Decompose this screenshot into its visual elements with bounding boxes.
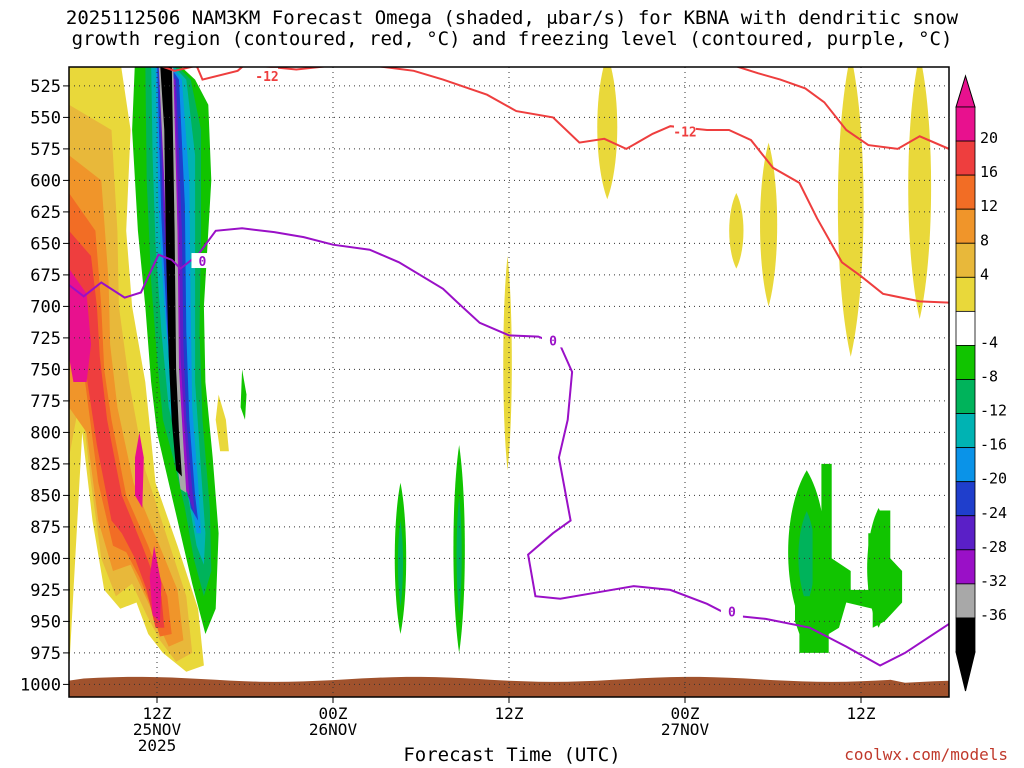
y-tick-label-825: 825 (30, 455, 61, 475)
y-tick-label-725: 725 (30, 329, 61, 349)
colorbar-label-12: -32 (980, 572, 1007, 590)
y-tick-label-775: 775 (30, 392, 61, 412)
omega-cell-0 (597, 67, 618, 200)
x-tick-label-3-1: 27NOV (661, 720, 710, 739)
dgz-label-2-bg (674, 123, 696, 139)
colorbar-top-arrow (955, 74, 976, 108)
x-tick-label-1-0: 00Z (319, 704, 348, 723)
colorbar-swatch-10 (955, 447, 976, 483)
dgz-label-2: -12 (673, 125, 696, 140)
omega-cell-core-6 (397, 520, 404, 607)
colorbar-swatch-4 (955, 242, 976, 278)
dgz-label-1: -12 (255, 70, 278, 85)
omega-cell-3 (760, 142, 778, 307)
colorbar-label-9: -20 (980, 470, 1007, 488)
watermark-text: coolwx.com/models (844, 745, 1008, 764)
dgz-contour-line (160, 67, 949, 304)
colorbar-swatch-9 (955, 413, 976, 449)
y-tick-label-800: 800 (30, 423, 61, 443)
colorbar-label-7: -12 (980, 402, 1007, 420)
omega-region-6 (149, 545, 162, 622)
freezing-label-3-bg (720, 603, 743, 619)
colorbar-swatch-6 (955, 310, 976, 346)
omega-block-region (795, 463, 903, 653)
colorbar-swatch-8 (955, 379, 976, 414)
freezing-label-1: 0 (199, 255, 207, 270)
colorbar-label-5: -4 (980, 333, 998, 351)
colorbar-swatch-15 (955, 617, 976, 653)
x-tick-label-3-0: 00Z (671, 704, 700, 723)
colorbar-label-4: 4 (980, 265, 989, 283)
y-tick-label-525: 525 (30, 77, 61, 97)
colorbar-swatch-3 (955, 208, 976, 244)
y-tick-label-700: 700 (30, 297, 61, 317)
omega-region-17 (240, 369, 247, 420)
y-tick-label-975: 975 (30, 644, 61, 664)
y-tick-label-625: 625 (30, 203, 61, 223)
colorbar-label-11: -28 (980, 538, 1007, 556)
chart-title-line1: 2025112506 NAM3KM Forecast Omega (shaded… (65, 7, 959, 29)
x-tick-label-2-0: 12Z (495, 704, 524, 723)
omega-region-5 (69, 268, 91, 382)
colorbar-label-3: 8 (980, 231, 989, 249)
colorbar-swatch-7 (955, 345, 976, 380)
omega-region-4 (69, 230, 165, 628)
colorbar-swatch-12 (955, 515, 976, 551)
x-tick-label-0-0: 12Z (143, 704, 172, 723)
freezing-label-3: 0 (728, 605, 736, 620)
dgz-label-1-bg (256, 67, 278, 83)
omega-cell-2 (908, 67, 932, 319)
x-tick-label-4-0: 12Z (847, 704, 876, 723)
y-tick-label-875: 875 (30, 518, 61, 538)
omega-region-7 (135, 432, 144, 508)
freezing-label-1-bg (191, 253, 214, 269)
colorbar-label-2: 12 (980, 197, 998, 215)
x-tick-label-0-1: 25NOV (133, 720, 182, 739)
colorbar-label-10: -24 (980, 504, 1007, 522)
y-tick-label-850: 850 (30, 486, 61, 506)
x-axis-title: Forecast Time (UTC) (403, 744, 621, 766)
plot-area: -12 -12 0 0 0 (69, 67, 949, 697)
x-tick-label-1-1: 26NOV (309, 720, 358, 739)
colorbar-swatch-1 (955, 140, 976, 176)
ground-surface (69, 676, 949, 697)
colorbar-swatch-14 (955, 583, 976, 619)
y-tick-label-750: 750 (30, 360, 61, 380)
chart-title-line2: growth region (contoured, red, °C) and f… (71, 28, 953, 50)
y-tick-label-675: 675 (30, 266, 61, 286)
freezing-label-2-bg (542, 332, 564, 348)
freezing-level-line (69, 227, 949, 667)
y-tick-label-950: 950 (30, 612, 61, 632)
colorbar-label-0: 20 (980, 129, 998, 147)
omega-region-16 (160, 67, 182, 477)
dgz-contour-line-2 (735, 67, 949, 150)
y-tick-label-650: 650 (30, 234, 61, 254)
colorbar-swatch-13 (955, 549, 976, 585)
y-tick-label-1000: 1000 (20, 675, 61, 695)
omega-cell-1 (837, 67, 864, 357)
y-tick-label-575: 575 (30, 140, 61, 160)
y-tick-label-925: 925 (30, 581, 61, 601)
colorbar-swatch-5 (955, 276, 976, 312)
y-tick-label-550: 550 (30, 108, 61, 128)
omega-cell-4 (729, 193, 744, 269)
colorbar-bottom-arrow (955, 651, 976, 692)
freezing-label-2: 0 (549, 334, 557, 349)
colorbar-swatch-11 (955, 481, 976, 517)
y-tick-label-600: 600 (30, 171, 61, 191)
colorbar-label-13: -36 (980, 606, 1007, 624)
omega-region-18 (215, 394, 229, 452)
colorbar-label-1: 16 (980, 163, 998, 181)
colorbar-swatch-2 (955, 174, 976, 210)
omega-cell-core-7 (456, 496, 462, 616)
colorbar-label-8: -16 (980, 436, 1007, 454)
omega-cell-core-8 (798, 511, 816, 605)
colorbar-label-6: -8 (980, 368, 998, 386)
omega-cell-5 (503, 256, 512, 471)
x-tick-label-0-2: 2025 (138, 736, 177, 755)
colorbar-swatch-0 (955, 106, 976, 142)
y-tick-label-900: 900 (30, 549, 61, 569)
